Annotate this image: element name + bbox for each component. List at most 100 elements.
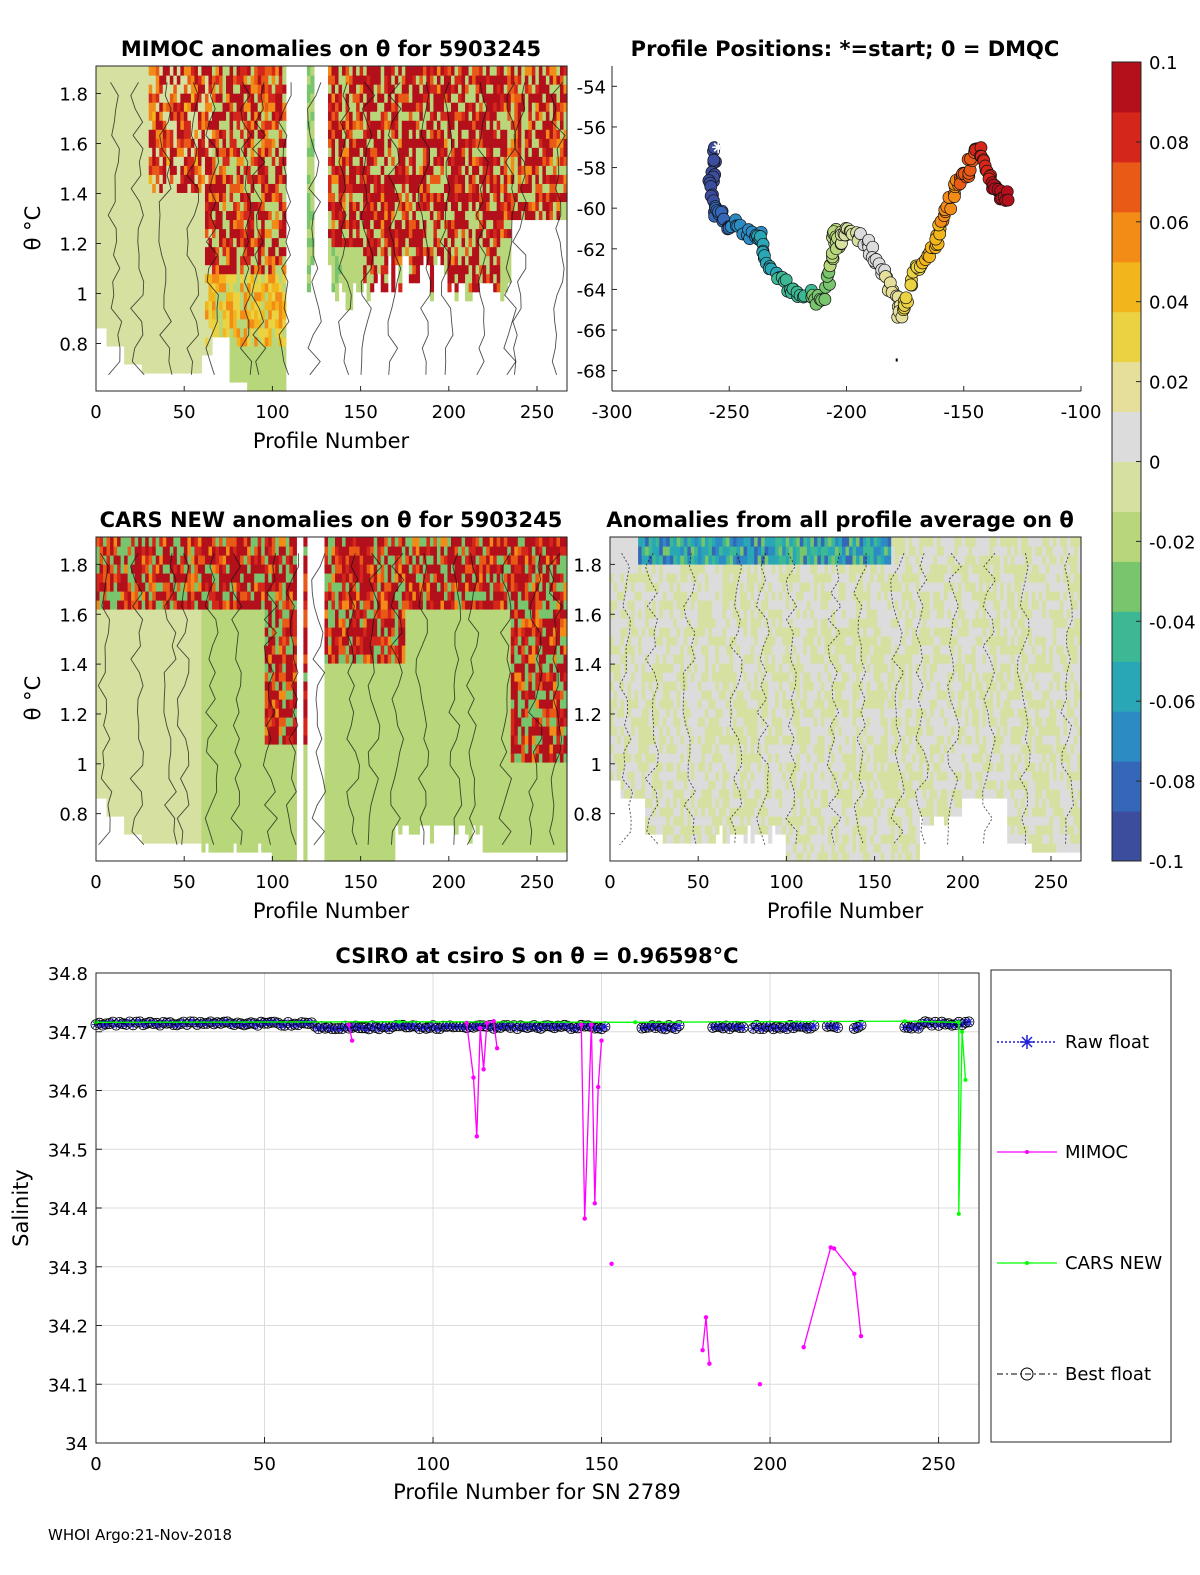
heatmap-cell <box>120 717 125 727</box>
heatmap-cell <box>166 654 171 664</box>
heatmap-cell <box>342 111 347 121</box>
heatmap-cell <box>194 735 199 745</box>
heatmap-cell <box>197 609 203 619</box>
heatmap-cell <box>391 210 396 221</box>
heatmap-cell <box>394 120 399 130</box>
heatmap-cell <box>503 255 508 266</box>
heatmap-cell <box>208 546 213 556</box>
heatmap-cell <box>159 573 164 583</box>
heatmap-cell <box>342 264 347 275</box>
heatmap-cell <box>197 327 203 338</box>
heatmap-cell <box>268 66 273 76</box>
heatmap-cell <box>159 66 164 76</box>
heatmap-cell <box>535 210 540 221</box>
y-tick-label: 1 <box>77 285 88 306</box>
heatmap-cell <box>183 591 188 601</box>
heatmap-cell <box>250 282 255 293</box>
heatmap-cell <box>243 372 248 383</box>
heatmap-cell <box>211 771 217 781</box>
heatmap-cell <box>120 663 125 673</box>
heatmap-cell <box>422 165 427 175</box>
heatmap-cell <box>436 84 442 94</box>
heatmap-cell <box>201 336 206 347</box>
heatmap-cell <box>468 273 473 284</box>
heatmap-cell <box>204 300 210 311</box>
heatmap-cell <box>363 84 368 94</box>
heatmap-cell <box>197 654 203 664</box>
heatmap-cell <box>162 156 167 166</box>
heatmap-cell <box>215 183 220 193</box>
heatmap-cell <box>342 210 347 221</box>
heatmap-cell <box>243 363 248 374</box>
heatmap-cell <box>377 129 382 139</box>
heatmap-cell <box>401 183 406 193</box>
heatmap-cell <box>197 363 203 374</box>
heatmap-cell <box>257 138 262 148</box>
heatmap-cell <box>155 780 160 790</box>
heatmap-cell <box>440 246 445 257</box>
heatmap-cell <box>187 681 192 691</box>
heatmap-cell <box>426 111 431 121</box>
heatmap-cell <box>148 219 153 230</box>
heatmap-cell <box>359 237 364 248</box>
heatmap-cell <box>141 789 146 799</box>
heatmap-cell <box>201 264 206 275</box>
heatmap-cell <box>169 111 174 121</box>
heatmap-cell <box>349 264 354 275</box>
heatmap-cell <box>436 219 442 230</box>
heatmap-cell <box>201 645 206 655</box>
heatmap-cell <box>110 537 115 547</box>
heatmap-cell <box>127 354 132 365</box>
heatmap-cell <box>222 708 227 718</box>
heatmap-cell <box>113 618 118 628</box>
heatmap-cell <box>327 201 333 212</box>
heatmap-cell <box>363 129 368 139</box>
heatmap-cell <box>169 291 174 302</box>
heatmap-cell <box>475 255 480 266</box>
heatmap-cell <box>110 663 115 673</box>
heatmap-cell <box>370 174 375 184</box>
heatmap-cell <box>250 147 255 157</box>
heatmap-cell <box>194 555 199 565</box>
heatmap-cell <box>148 120 153 130</box>
heatmap-cell <box>387 219 392 230</box>
heatmap-cell <box>117 645 122 655</box>
heatmap-cell <box>412 147 417 157</box>
heatmap-cell <box>282 120 287 130</box>
heatmap-cell <box>117 165 122 175</box>
heatmap-cell <box>208 825 213 835</box>
heatmap-cell <box>380 174 385 184</box>
heatmap-cell <box>208 591 213 601</box>
heatmap-cell <box>208 219 213 230</box>
heatmap-cell <box>254 192 259 203</box>
heatmap-cell <box>145 156 150 166</box>
heatmap-cell <box>145 546 150 556</box>
heatmap-cell <box>240 372 245 383</box>
heatmap-cell <box>222 753 227 763</box>
heatmap-cell <box>159 156 164 166</box>
heatmap-cell <box>479 210 484 221</box>
heatmap-cell <box>229 183 234 193</box>
colorbar-tick-label: -0.1 <box>1149 852 1184 873</box>
heatmap-cell <box>398 165 403 175</box>
heatmap-cell <box>356 237 361 248</box>
heatmap-cell <box>549 192 554 203</box>
heatmap-cell <box>264 102 269 112</box>
heatmap-cell <box>559 147 565 157</box>
heatmap-cell <box>103 156 108 166</box>
heatmap-cell <box>124 300 129 311</box>
heatmap-cell <box>394 111 399 121</box>
heatmap-cell <box>229 192 234 203</box>
heatmap-cell <box>176 564 181 574</box>
heatmap-cell <box>197 246 203 257</box>
heatmap-cell <box>282 282 287 293</box>
heatmap-cell <box>503 273 508 284</box>
colorbar-tick-label: -0.02 <box>1149 532 1196 553</box>
heatmap-cell <box>197 636 203 646</box>
heatmap-cell <box>208 789 213 799</box>
heatmap-cell <box>113 291 118 302</box>
heatmap-cell <box>194 183 199 193</box>
heatmap-cell <box>211 780 217 790</box>
heatmap-cell <box>408 246 413 257</box>
heatmap-cell <box>468 156 473 166</box>
